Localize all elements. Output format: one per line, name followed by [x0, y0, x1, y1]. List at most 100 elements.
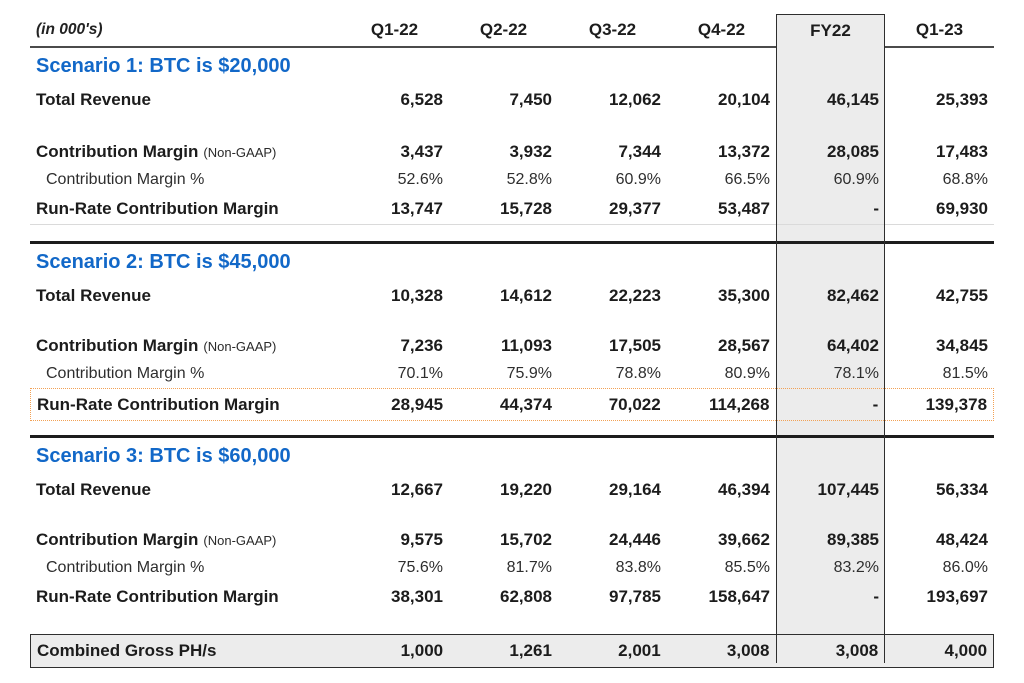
cell-value: 81.5% — [942, 365, 988, 382]
scenario-1-title-row: Scenario 1: BTC is $20,000 — [30, 48, 994, 84]
column-header-q2-22: Q2-22 — [449, 14, 558, 48]
cell-value: 139,378 — [925, 394, 988, 414]
cell-value-fy22: 46,145 — [827, 90, 879, 109]
column-header-q4-22: Q4-22 — [667, 14, 776, 48]
cell-value-fy22: 89,385 — [827, 530, 879, 549]
cell-value-fy22: 28,085 — [827, 142, 879, 161]
cell-value: 70.1% — [397, 365, 443, 382]
cell-value: 80.9% — [724, 365, 770, 382]
spacer — [30, 116, 994, 138]
cell-value-fy22: 3,008 — [835, 641, 879, 660]
header-row: (in 000's) Q1-22 Q2-22 Q3-22 Q4-22 FY22 … — [30, 14, 994, 48]
cell-value: 1,000 — [400, 641, 444, 660]
combined-gross-phs-row: Combined Gross PH/s 1,000 1,261 2,001 3,… — [30, 634, 994, 668]
scenario-3-contribution-margin-pct-row: Contribution Margin % 75.6% 81.7% 83.8% … — [30, 554, 994, 582]
cell-value: 53,487 — [718, 199, 770, 218]
cell-value-fy22: 60.9% — [833, 171, 879, 188]
cell-value: 38,301 — [391, 587, 443, 606]
spacer — [30, 225, 994, 241]
cell-value: 70,022 — [608, 394, 661, 414]
cell-value: 66.5% — [724, 171, 770, 188]
row-label: Run-Rate Contribution Margin — [37, 394, 280, 414]
cell-value: 81.7% — [506, 559, 552, 576]
scenario-2-title: Scenario 2: BTC is $45,000 — [36, 250, 291, 273]
cell-value: 17,483 — [936, 142, 988, 161]
spacer — [30, 612, 994, 634]
scenario-3-title: Scenario 3: BTC is $60,000 — [36, 444, 291, 467]
cell-value: 28,945 — [391, 394, 444, 414]
cell-value: 9,575 — [400, 530, 443, 549]
cell-value: 34,845 — [936, 336, 988, 355]
cell-value: 24,446 — [609, 530, 661, 549]
cell-value: 13,372 — [718, 142, 770, 161]
cell-value: 52.6% — [397, 171, 443, 188]
cell-value: 78.8% — [615, 365, 661, 382]
section-divider — [30, 435, 994, 438]
scenario-3-total-revenue-row: Total Revenue 12,667 19,220 29,164 46,39… — [30, 474, 994, 506]
cell-value: 7,236 — [400, 336, 443, 355]
cell-value-fy22: - — [872, 394, 879, 414]
spacer — [30, 312, 994, 332]
cell-value: 60.9% — [615, 171, 661, 188]
row-label: Contribution Margin % — [46, 559, 205, 576]
row-label: Total Revenue — [36, 90, 151, 109]
cell-value: 12,062 — [609, 90, 661, 109]
cell-value: 20,104 — [718, 90, 770, 109]
cell-value: 46,394 — [718, 480, 770, 499]
cell-value: 17,505 — [609, 336, 661, 355]
cell-value: 29,377 — [609, 199, 661, 218]
scenario-1-contribution-margin-pct-row: Contribution Margin % 52.6% 52.8% 60.9% … — [30, 166, 994, 194]
cell-value: 3,932 — [509, 142, 552, 161]
cell-value: 62,808 — [500, 587, 552, 606]
spacer — [30, 506, 994, 526]
cell-value: 56,334 — [936, 480, 988, 499]
units-label: (in 000's) — [30, 14, 340, 48]
cell-value: 22,223 — [609, 286, 661, 305]
cell-value: 85.5% — [724, 559, 770, 576]
cell-value-fy22: 78.1% — [833, 365, 879, 382]
scenario-2-run-rate-row-highlighted: Run-Rate Contribution Margin 28,945 44,3… — [30, 388, 994, 421]
cell-value: 39,662 — [718, 530, 770, 549]
cell-value: 10,328 — [391, 286, 443, 305]
scenario-3-contribution-margin-row: Contribution Margin (Non-GAAP) 9,575 15,7… — [30, 526, 994, 554]
scenario-2-total-revenue-row: Total Revenue 10,328 14,612 22,223 35,30… — [30, 280, 994, 312]
row-label-suffix: (Non-GAAP) — [203, 533, 277, 548]
cell-value: 28,567 — [718, 336, 770, 355]
row-label: Run-Rate Contribution Margin — [36, 587, 279, 606]
column-header-q1-23: Q1-23 — [885, 14, 994, 48]
row-label: Contribution Margin (Non-GAAP) — [30, 336, 340, 356]
scenario-2-contribution-margin-pct-row: Contribution Margin % 70.1% 75.9% 78.8% … — [30, 360, 994, 388]
cell-value: 52.8% — [506, 171, 552, 188]
row-label: Run-Rate Contribution Margin — [36, 199, 279, 218]
column-header-q3-22: Q3-22 — [558, 14, 667, 48]
cell-value: 83.8% — [615, 559, 661, 576]
scenario-2-title-row: Scenario 2: BTC is $45,000 — [30, 244, 994, 280]
column-header-fy22: FY22 — [810, 21, 851, 40]
scenario-1-title: Scenario 1: BTC is $20,000 — [36, 54, 291, 77]
row-label: Combined Gross PH/s — [37, 641, 217, 660]
cell-value-fy22: 107,445 — [817, 480, 879, 499]
cell-value: 2,001 — [618, 641, 661, 660]
cell-value: 75.9% — [506, 365, 552, 382]
row-label-main: Contribution Margin — [36, 142, 199, 161]
cell-value: 48,424 — [936, 530, 988, 549]
scenario-3-title-row: Scenario 3: BTC is $60,000 — [30, 438, 994, 474]
cell-value: 44,374 — [499, 394, 552, 414]
cell-value: 4,000 — [944, 641, 988, 660]
cell-value-fy22: 64,402 — [827, 336, 879, 355]
scenario-table: (in 000's) Q1-22 Q2-22 Q3-22 Q4-22 FY22 … — [30, 0, 994, 668]
cell-value: 193,697 — [926, 587, 988, 606]
cell-value: 15,728 — [500, 199, 552, 218]
row-label: Contribution Margin (Non-GAAP) — [30, 530, 340, 550]
row-label: Contribution Margin % — [46, 171, 205, 188]
section-divider — [30, 241, 994, 244]
cell-value: 1,261 — [509, 641, 552, 660]
row-label-suffix: (Non-GAAP) — [203, 339, 277, 354]
cell-value: 25,393 — [936, 90, 988, 109]
cell-value-fy22: - — [873, 199, 879, 218]
cell-value-fy22: 83.2% — [833, 559, 879, 576]
cell-value: 3,008 — [726, 641, 770, 660]
cell-value: 97,785 — [609, 587, 661, 606]
cell-value: 19,220 — [500, 480, 552, 499]
